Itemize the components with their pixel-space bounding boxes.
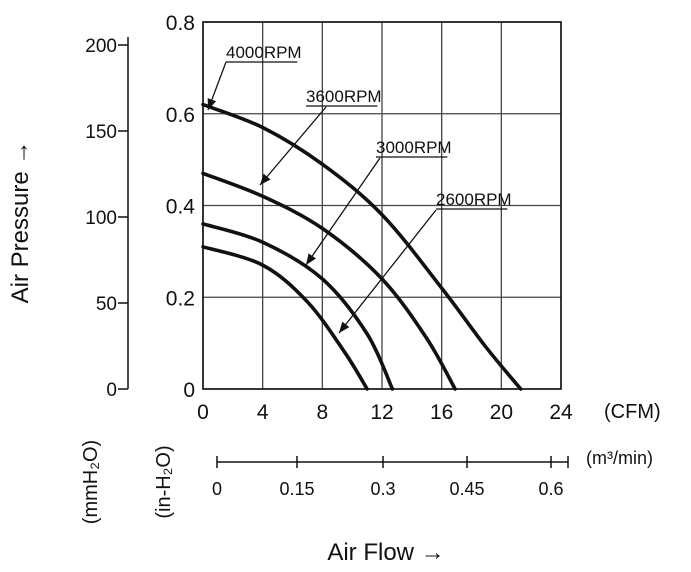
curve-3000rpm	[201, 222, 395, 391]
leader-line	[338, 209, 437, 334]
x-tick-label: 4	[257, 401, 269, 424]
x-unit-cfm: (CFM)	[604, 401, 661, 423]
x-tick-label: 12	[370, 401, 393, 424]
y-tick-label-inh2o: 0	[183, 379, 195, 402]
y-tick-label-inh2o: 0.2	[166, 287, 195, 310]
m3min-tick-label: 0.45	[449, 479, 484, 499]
x-tick-label: 24	[549, 401, 573, 424]
y-tick-label-mmh2o: 200	[85, 36, 117, 57]
y-tick-label-inh2o: 0.4	[166, 196, 196, 219]
x-axis-title: Air Flow →	[327, 539, 444, 566]
label-3000rpm: 3000RPM	[376, 138, 452, 157]
curve-4000rpm	[201, 102, 523, 391]
curve-2600rpm	[201, 245, 369, 391]
x-tick-label: 0	[197, 401, 209, 424]
y-axis-title: Air Pressure →	[7, 141, 34, 304]
x-tick-label: 20	[490, 401, 513, 424]
y-unit-inh2o: (in-H₂O)	[153, 445, 175, 518]
leader-arrowhead	[207, 98, 217, 110]
leader-arrowhead	[260, 173, 271, 185]
m3min-tick-label: 0.6	[538, 479, 563, 499]
y-tick-label-inh2o: 0.8	[166, 12, 195, 35]
m3min-tick-label: 0.15	[279, 479, 314, 499]
leader-arrowhead	[339, 321, 350, 333]
y-tick-label-mmh2o: 150	[85, 122, 117, 143]
y-tick-label-mmh2o: 0	[106, 380, 117, 401]
y-tick-label-inh2o: 0.6	[166, 104, 195, 127]
y-unit-mmh2o: (mmH₂O)	[80, 440, 102, 524]
leader-line	[305, 157, 381, 266]
leader-arrowhead	[306, 253, 316, 265]
label-2600rpm: 2600RPM	[436, 190, 512, 209]
leader-line	[259, 106, 327, 186]
y-tick-label-mmh2o: 100	[85, 208, 117, 229]
y-tick-label-mmh2o: 50	[96, 294, 117, 315]
curve-3600rpm	[201, 171, 457, 391]
x-unit-m3min: (m³/min)	[586, 448, 653, 468]
label-3600rpm: 3600RPM	[306, 87, 382, 106]
label-4000rpm: 4000RPM	[226, 43, 302, 62]
x-tick-label: 8	[316, 401, 328, 424]
plot-frame	[202, 21, 562, 390]
m3min-tick-label: 0	[212, 479, 222, 499]
x-tick-label: 16	[430, 401, 453, 424]
m3min-tick-label: 0.3	[370, 479, 395, 499]
